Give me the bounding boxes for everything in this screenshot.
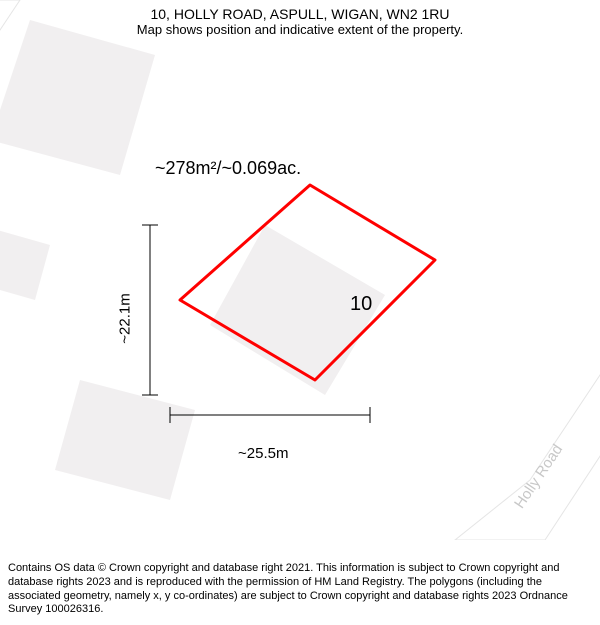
property-map [0,0,600,540]
dimension-width-label: ~25.5m [238,445,288,462]
house-number-label: 10 [350,293,372,316]
page-title: 10, HOLLY ROAD, ASPULL, WIGAN, WN2 1RU [10,6,590,22]
dimension-height-label: ~22.1m [117,293,134,343]
page-subtitle: Map shows position and indicative extent… [10,22,590,37]
map-area: ~278m²/~0.069ac. ~22.1m ~25.5m 10 Holly … [0,0,600,540]
area-label: ~278m²/~0.069ac. [155,158,301,179]
header: 10, HOLLY ROAD, ASPULL, WIGAN, WN2 1RU M… [0,0,600,41]
copyright-footer: Contains OS data © Crown copyright and d… [0,555,600,625]
